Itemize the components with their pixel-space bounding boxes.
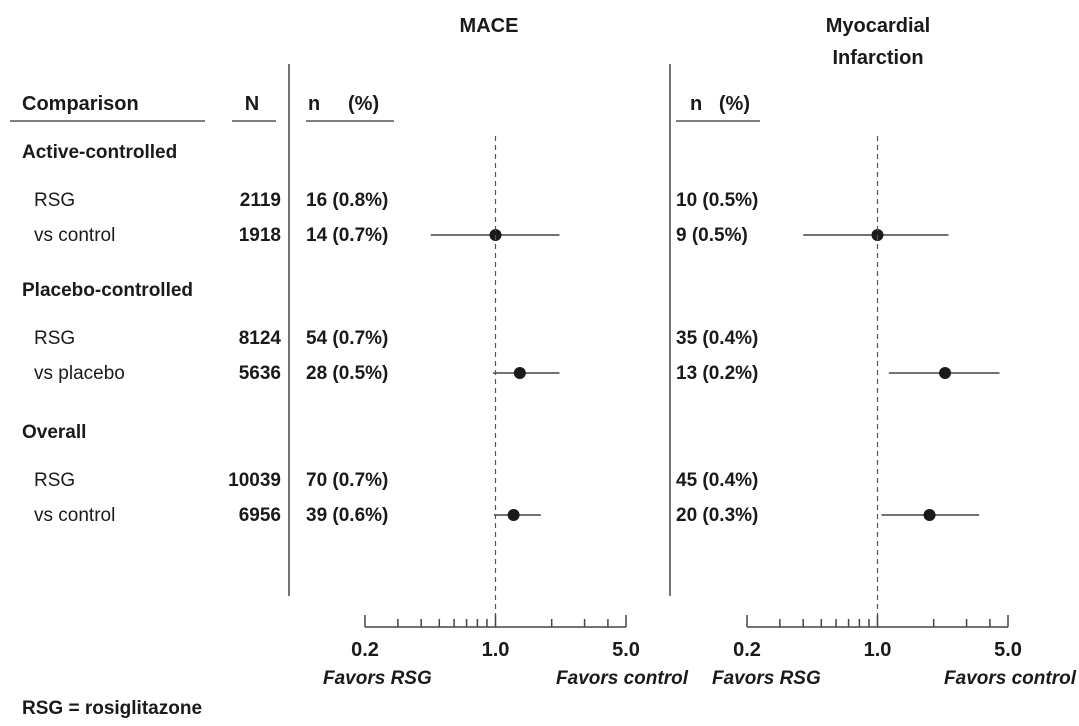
mace-tick-label: 1.0 <box>482 639 510 661</box>
mi-events: 9 (0.5%) <box>676 225 748 246</box>
mace-events: 28 (0.5%) <box>306 363 388 384</box>
mi-point-estimate <box>923 509 936 521</box>
mi-favors-rsg: Favors RSG <box>712 668 821 689</box>
n-header: N <box>245 93 259 115</box>
mi-events: 13 (0.2%) <box>676 363 758 384</box>
group-label: Placebo-controlled <box>22 280 193 301</box>
row-n: 1918 <box>239 225 281 246</box>
mi-favors-control: Favors control <box>944 668 1077 689</box>
mi-title-line2: Infarction <box>832 47 923 69</box>
mi-events: 10 (0.5%) <box>676 190 758 211</box>
row-n: 2119 <box>240 190 281 211</box>
row-label: vs control <box>34 225 115 246</box>
mi-events: 20 (0.3%) <box>676 505 758 526</box>
row-n: 8124 <box>239 328 282 349</box>
mace-events: 16 (0.8%) <box>306 190 388 211</box>
mi-title-line1: Myocardial <box>826 15 930 37</box>
mace-point-estimate <box>507 509 520 521</box>
mace-events: 39 (0.6%) <box>306 505 388 526</box>
row-label: RSG <box>34 190 75 211</box>
mi-columns-header: n (%) <box>690 93 750 115</box>
mace-favors-control: Favors control <box>556 668 689 689</box>
group-label: Active-controlled <box>22 142 177 163</box>
mi-events: 35 (0.4%) <box>676 328 758 349</box>
mace-title: MACE <box>460 15 519 37</box>
row-label: RSG <box>34 470 75 491</box>
mi-tick-label: 0.2 <box>733 639 761 661</box>
row-n: 5636 <box>239 363 281 384</box>
mi-tick-label: 5.0 <box>994 639 1022 661</box>
mace-tick-label: 0.2 <box>351 639 379 661</box>
mi-point-estimate <box>939 367 952 379</box>
mace-events: 54 (0.7%) <box>306 328 388 349</box>
row-label: vs placebo <box>34 363 125 384</box>
row-n: 10039 <box>228 470 281 491</box>
mace-favors-rsg: Favors RSG <box>323 668 432 689</box>
mace-tick-label: 5.0 <box>612 639 640 661</box>
row-label: RSG <box>34 328 75 349</box>
mace-events: 70 (0.7%) <box>306 470 388 491</box>
row-n: 6956 <box>239 505 281 526</box>
mace-columns-header: n (%) <box>308 93 379 115</box>
mace-point-estimate <box>513 367 526 379</box>
group-label: Overall <box>22 422 86 443</box>
footnote: RSG = rosiglitazone <box>22 698 202 719</box>
row-label: vs control <box>34 505 115 526</box>
mi-tick-label: 1.0 <box>864 639 892 661</box>
mi-events: 45 (0.4%) <box>676 470 758 491</box>
mace-events: 14 (0.7%) <box>306 225 388 246</box>
comparison-header: Comparison <box>22 93 139 115</box>
